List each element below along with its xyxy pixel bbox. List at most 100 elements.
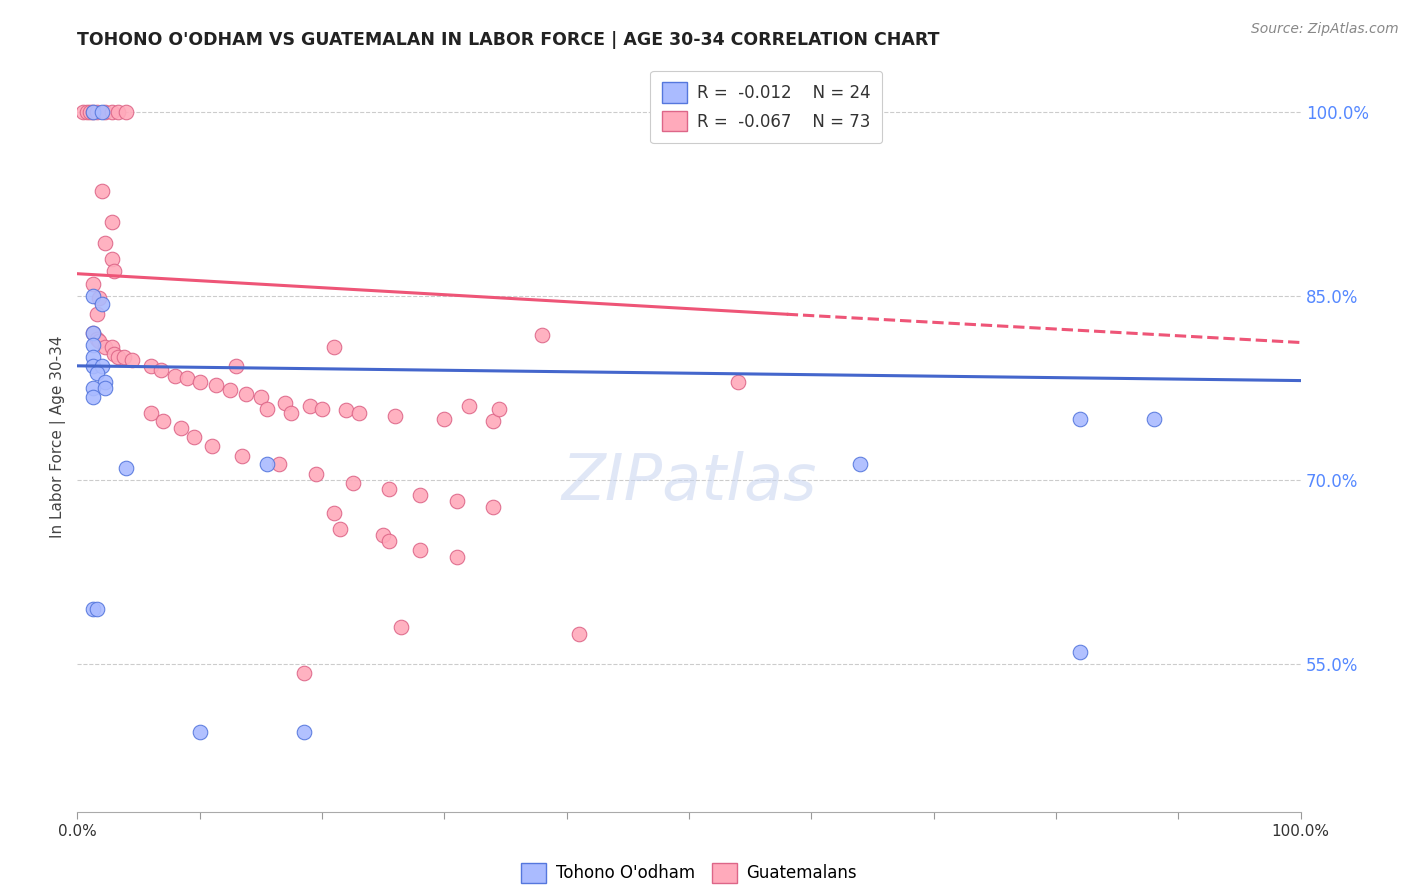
- Point: [231, 449, 253, 463]
- Point: [86, 332, 108, 346]
- Point: [219, 384, 242, 398]
- Point: [94, 104, 117, 119]
- Point: [86, 602, 108, 616]
- Point: [201, 439, 224, 453]
- Point: [82, 359, 104, 373]
- Point: [86, 307, 108, 321]
- Point: [152, 414, 174, 428]
- Point: [305, 467, 328, 481]
- Point: [176, 371, 198, 385]
- Point: [115, 460, 138, 475]
- Point: [446, 494, 468, 508]
- Point: [371, 528, 394, 542]
- Point: [378, 482, 401, 496]
- Point: [72, 104, 94, 119]
- Point: [482, 500, 505, 514]
- Point: [103, 264, 125, 278]
- Point: [90, 185, 112, 199]
- Point: [86, 104, 108, 119]
- Point: [100, 104, 122, 119]
- Point: [79, 104, 101, 119]
- Text: ZIPatlas: ZIPatlas: [561, 451, 817, 513]
- Point: [82, 390, 104, 404]
- Point: [149, 362, 172, 376]
- Point: [531, 328, 554, 343]
- Point: [139, 359, 162, 373]
- Point: [335, 403, 357, 417]
- Point: [329, 522, 352, 536]
- Point: [100, 340, 122, 354]
- Point: [82, 350, 104, 364]
- Point: [112, 350, 135, 364]
- Point: [568, 626, 591, 640]
- Point: [82, 602, 104, 616]
- Point: [86, 366, 108, 380]
- Point: [384, 409, 406, 424]
- Point: [82, 104, 104, 119]
- Point: [274, 395, 297, 409]
- Point: [90, 104, 112, 119]
- Point: [298, 400, 321, 414]
- Point: [409, 543, 432, 558]
- Point: [311, 401, 333, 416]
- Point: [94, 375, 117, 389]
- Point: [235, 387, 257, 401]
- Point: [1069, 411, 1091, 425]
- Point: [165, 368, 187, 383]
- Point: [409, 488, 432, 502]
- Point: [188, 375, 211, 389]
- Point: [100, 215, 122, 229]
- Point: [342, 475, 364, 490]
- Point: [82, 381, 104, 395]
- Point: [188, 724, 211, 739]
- Point: [457, 400, 479, 414]
- Point: [323, 340, 346, 354]
- Point: [204, 378, 226, 392]
- Point: [280, 405, 302, 419]
- Point: [82, 277, 104, 291]
- Y-axis label: In Labor Force | Age 30-34: In Labor Force | Age 30-34: [51, 335, 66, 539]
- Point: [103, 346, 125, 360]
- Text: Source: ZipAtlas.com: Source: ZipAtlas.com: [1251, 22, 1399, 37]
- Point: [139, 405, 162, 419]
- Point: [433, 411, 456, 425]
- Point: [323, 506, 346, 520]
- Text: TOHONO O'ODHAM VS GUATEMALAN IN LABOR FORCE | AGE 30-34 CORRELATION CHART: TOHONO O'ODHAM VS GUATEMALAN IN LABOR FO…: [77, 31, 939, 49]
- Point: [256, 457, 278, 471]
- Point: [94, 381, 117, 395]
- Point: [250, 390, 273, 404]
- Point: [121, 352, 143, 367]
- Point: [391, 620, 413, 634]
- Point: [107, 104, 129, 119]
- Point: [115, 104, 138, 119]
- Point: [82, 338, 104, 352]
- Point: [82, 326, 104, 340]
- Point: [90, 297, 112, 311]
- Point: [849, 457, 872, 471]
- Point: [89, 291, 111, 305]
- Point: [347, 405, 370, 419]
- Point: [94, 235, 117, 250]
- Point: [727, 375, 749, 389]
- Point: [482, 414, 505, 428]
- Point: [256, 401, 278, 416]
- Point: [225, 359, 247, 373]
- Point: [1069, 645, 1091, 659]
- Point: [90, 359, 112, 373]
- Point: [82, 326, 104, 340]
- Point: [170, 421, 193, 435]
- Point: [292, 724, 315, 739]
- Point: [446, 550, 468, 565]
- Point: [107, 350, 129, 364]
- Point: [292, 665, 315, 680]
- Point: [183, 430, 205, 444]
- Point: [378, 534, 401, 549]
- Point: [82, 104, 104, 119]
- Point: [82, 289, 104, 303]
- Legend: Tohono O'odham, Guatemalans: Tohono O'odham, Guatemalans: [515, 856, 863, 889]
- Point: [89, 334, 111, 349]
- Point: [1143, 411, 1166, 425]
- Point: [488, 401, 510, 416]
- Point: [94, 340, 117, 354]
- Point: [269, 457, 291, 471]
